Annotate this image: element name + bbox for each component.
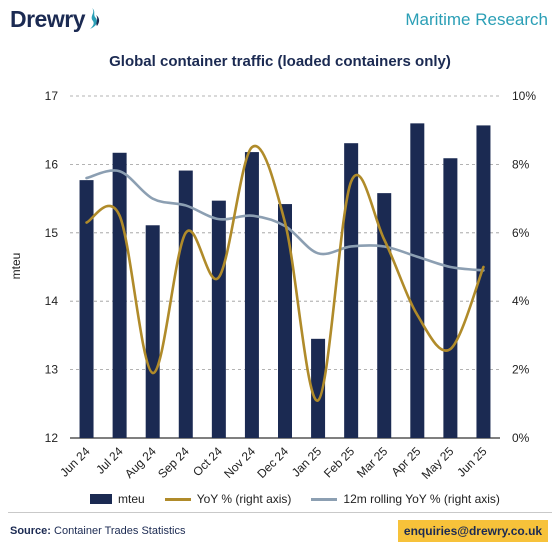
y-tick-label: 17: [45, 89, 59, 103]
y2-axis-ticks: 0% 2% 4% 6% 8% 10%: [512, 89, 536, 445]
x-tick-label: Jun 25: [454, 444, 490, 480]
bar: [145, 225, 160, 438]
source-note: Source: Container Trades Statistics: [10, 525, 185, 537]
x-tick-label: Dec 24: [254, 444, 291, 481]
bar: [112, 152, 127, 438]
legend-item-mteu: mteu: [90, 492, 145, 506]
y2-tick-label: 2%: [512, 363, 530, 377]
source-label: Source:: [10, 525, 51, 537]
bar: [178, 170, 193, 438]
bar: [244, 152, 259, 438]
x-tick-label: Aug 24: [122, 444, 159, 481]
bar-series: [79, 123, 491, 439]
bar: [311, 338, 326, 438]
y-tick-label: 15: [45, 226, 59, 240]
chart-title: Global container traffic (loaded contain…: [109, 53, 451, 70]
x-tick-label: Nov 24: [221, 444, 258, 481]
bar: [211, 200, 226, 438]
y2-tick-label: 0%: [512, 431, 530, 445]
flame-icon: [89, 7, 100, 29]
y2-tick-label: 6%: [512, 226, 530, 240]
source-text: Container Trades Statistics: [54, 525, 186, 537]
y2-tick-label: 4%: [512, 294, 530, 308]
x-tick-label: Sep 24: [155, 444, 192, 481]
footer-divider: [8, 512, 552, 513]
y-axis-label: mteu: [9, 253, 23, 280]
bar: [476, 125, 491, 439]
x-tick-label: Oct 24: [190, 444, 225, 479]
x-tick-label: Apr 25: [389, 444, 424, 479]
chart-legend: mteu YoY % (right axis) 12m rolling YoY …: [90, 492, 500, 506]
legend-label-yoy: YoY % (right axis): [196, 492, 292, 506]
bar: [377, 193, 392, 438]
legend-item-yoy: YoY % (right axis): [164, 492, 292, 506]
y-axis-ticks: 12 13 14 15 16 17: [45, 89, 59, 445]
legend-item-rolling: 12m rolling YoY % (right axis): [311, 492, 500, 506]
brand-name: Drewry: [10, 6, 85, 32]
bar: [79, 180, 94, 438]
bar: [278, 204, 292, 438]
x-tick-label: Mar 25: [354, 444, 391, 481]
legend-label-rolling: 12m rolling YoY % (right axis): [343, 492, 500, 506]
legend-label-mteu: mteu: [118, 492, 145, 506]
x-tick-label: May 25: [419, 444, 457, 482]
bar: [443, 158, 458, 438]
line-series: [85, 144, 485, 402]
x-tick-label: Jun 24: [57, 444, 93, 480]
x-tick-label: Feb 25: [321, 444, 358, 481]
y-tick-label: 14: [45, 294, 59, 308]
brand-logo: Drewry: [10, 6, 101, 33]
enquiries-email-link[interactable]: enquiries@drewry.co.uk: [398, 520, 548, 542]
legend-swatch-bar: [90, 494, 112, 504]
line-yoy: [85, 144, 485, 402]
y2-tick-label: 10%: [512, 89, 536, 103]
section-label: Maritime Research: [405, 10, 548, 29]
x-tick-label: Jan 25: [289, 444, 325, 480]
legend-swatch-rolling: [311, 497, 338, 501]
y-tick-label: 16: [45, 157, 59, 171]
y2-tick-label: 8%: [512, 157, 530, 171]
y-tick-label: 12: [45, 431, 59, 445]
bar: [344, 143, 359, 439]
y-tick-label: 13: [45, 363, 59, 377]
legend-swatch-yoy: [164, 497, 191, 501]
bar: [410, 123, 425, 439]
x-tick-label: Jul 24: [93, 444, 126, 477]
